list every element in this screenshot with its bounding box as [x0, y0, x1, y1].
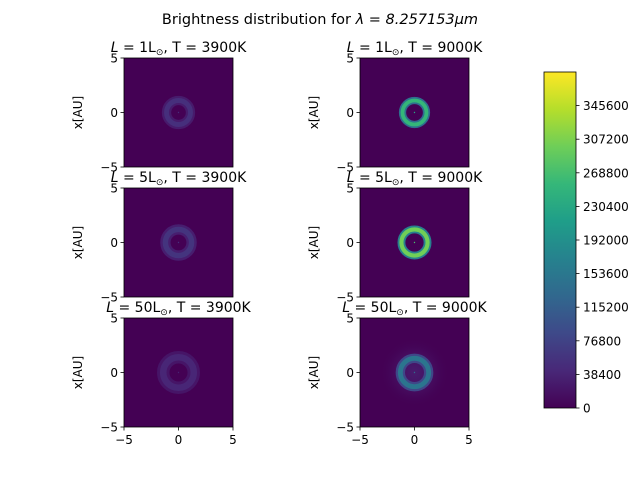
- colorbar-tick-label: 345600: [583, 99, 629, 113]
- central-star: [413, 111, 416, 114]
- y-tick-label: 5: [110, 312, 118, 326]
- y-tick-label: 5: [346, 52, 354, 66]
- panel-L5-T3900: 5 0 −5 x[AU] L = 5L⊙, T = 3900K: [71, 170, 247, 305]
- dust-ring: [400, 98, 429, 127]
- panel-L1-T3900: 5 0 −5 x[AU] L = 1L⊙, T = 3900K: [71, 40, 247, 175]
- y-tick-label: 5: [110, 52, 118, 66]
- y-tick-label: 0: [110, 366, 118, 380]
- panel-L50-T9000: 50−5x[AU]−5 0 5L = 50L⊙, T = 9000K: [307, 300, 488, 447]
- panel-title: L = 50L⊙, T = 9000K: [342, 300, 487, 318]
- colorbar-tick-label: 76800: [583, 334, 621, 348]
- y-tick-label: 5: [346, 182, 354, 196]
- colorbar-tick-label: 307200: [583, 133, 629, 147]
- y-tick-label: 0: [346, 366, 354, 380]
- panel-title: L = 50L⊙, T = 3900K: [106, 300, 251, 318]
- central-star: [413, 241, 416, 244]
- y-tick-label: −5: [336, 161, 354, 175]
- y-tick-label: 0: [110, 236, 118, 250]
- x-tick-label: 5: [465, 433, 473, 447]
- dust-ring: [162, 226, 195, 259]
- central-star: [177, 371, 180, 374]
- y-axis-label: x[AU]: [307, 96, 321, 129]
- panel-L50-T3900: 50−5x[AU]−5 0 5L = 50L⊙, T = 3900K: [71, 300, 252, 447]
- y-tick-label: −5: [100, 161, 118, 175]
- colorbar-tick-label: 0: [583, 402, 591, 416]
- panel-L5-T9000: 5 0 −5 x[AU] L = 5L⊙, T = 9000K: [307, 170, 483, 305]
- central-star: [177, 111, 180, 114]
- dust-ring: [164, 98, 193, 127]
- title-lambda: λ = 8.257153: [355, 12, 455, 28]
- panel-title: L = 5L⊙, T = 3900K: [111, 170, 247, 188]
- figure-title: Brightness distribution for λ = 8.257153…: [162, 12, 478, 28]
- y-axis-label: x[AU]: [307, 226, 321, 259]
- panel-L1-T9000: 5 0 −5 x[AU] L = 1L⊙, T = 9000K: [307, 40, 483, 175]
- panel-title: L = 5L⊙, T = 9000K: [347, 170, 483, 188]
- colorbar-tick-label: 192000: [583, 234, 629, 248]
- y-axis-label: x[AU]: [307, 356, 321, 389]
- y-tick-label: −5: [336, 421, 354, 435]
- y-tick-label: 0: [346, 236, 354, 250]
- title-prefix: Brightness distribution for: [162, 12, 356, 28]
- central-star: [413, 371, 416, 374]
- central-star: [177, 241, 180, 244]
- colorbar-tick-label: 268800: [583, 166, 629, 180]
- x-tick-label: 0: [175, 433, 183, 447]
- y-axis-label: x[AU]: [71, 96, 85, 129]
- y-tick-label: −5: [336, 291, 354, 305]
- panel-title: L = 1L⊙, T = 9000K: [347, 40, 483, 58]
- colorbar-tick-label: 230400: [583, 200, 629, 214]
- dust-ring: [159, 353, 198, 392]
- panel-title: L = 1L⊙, T = 3900K: [111, 40, 247, 58]
- y-axis-label: x[AU]: [71, 226, 85, 259]
- x-tick-label: 5: [229, 433, 237, 447]
- y-axis-label: x[AU]: [71, 356, 85, 389]
- x-tick-label: −5: [351, 433, 369, 447]
- colorbar: 0 38400 76800 115200 153600 192000 230400 26880…: [543, 71, 629, 416]
- colorbar-tick-label: 115200: [583, 301, 629, 315]
- x-tick-label: −5: [115, 433, 133, 447]
- y-tick-label: 0: [346, 106, 354, 120]
- y-tick-label: 5: [110, 182, 118, 196]
- title-unit: μm: [454, 12, 478, 28]
- colorbar-gradient: [543, 71, 577, 409]
- dust-ring: [397, 355, 432, 390]
- y-tick-label: 5: [346, 312, 354, 326]
- dust-ring: [399, 227, 430, 258]
- y-tick-label: −5: [100, 291, 118, 305]
- y-tick-label: 0: [110, 106, 118, 120]
- y-tick-label: −5: [100, 421, 118, 435]
- colorbar-tick-label: 153600: [583, 267, 629, 281]
- colorbar-tick-label: 38400: [583, 368, 621, 382]
- x-tick-label: 0: [411, 433, 419, 447]
